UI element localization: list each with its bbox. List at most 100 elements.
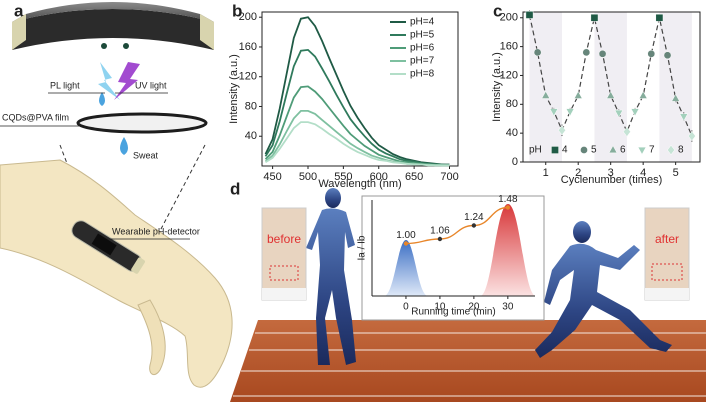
x-tick-label: 5 (673, 167, 679, 179)
data-point (505, 205, 511, 210)
x-tick-label: 30 (502, 302, 514, 313)
cycle-band (529, 12, 562, 162)
data-point (437, 236, 443, 242)
legend-label: 5 (591, 145, 597, 156)
marker (580, 146, 588, 154)
panel-label: a (14, 1, 24, 20)
marker (687, 130, 696, 142)
y-tick-label: 160 (239, 41, 257, 53)
x-tick-label: 550 (334, 171, 352, 183)
data-point (403, 241, 409, 246)
legend-title: pH (529, 145, 542, 156)
x-tick-label: 3 (608, 167, 614, 179)
x-axis-label: Wavelength (nm) (318, 178, 401, 190)
x-tick-label: 10 (434, 302, 446, 313)
value-label: 1.24 (464, 212, 484, 223)
marker (598, 49, 607, 58)
marker (637, 146, 647, 155)
marker (623, 126, 631, 137)
panel-label: c (493, 1, 502, 20)
photo-label: after (655, 232, 679, 246)
legend-label: pH=7 (410, 56, 435, 67)
marker (630, 108, 640, 117)
x-tick-label: 650 (405, 171, 423, 183)
marker (582, 48, 591, 57)
marker (549, 108, 559, 117)
x-tick-label: 600 (370, 171, 388, 183)
value-label: 1.00 (396, 230, 416, 241)
y-tick-label: 120 (239, 71, 257, 83)
x-tick-label: 450 (263, 171, 281, 183)
y-tick-label: 160 (500, 41, 518, 53)
x-tick-label: 4 (640, 167, 646, 179)
legend-label: pH=4 (410, 17, 435, 28)
marker (655, 13, 664, 22)
y-axis-label: Intensity (a.u.) (228, 54, 240, 124)
y-axis-label: Ia / Ib (357, 235, 368, 260)
y-axis-label: Intensity (a.u.) (491, 52, 503, 122)
x-axis-label: Cyclenumber (times) (561, 174, 662, 186)
trend-line (405, 206, 508, 245)
marker (671, 93, 681, 102)
spectrum-line (264, 85, 450, 167)
data-point (471, 223, 477, 228)
spectrum-line (265, 121, 450, 167)
panel-label: d (230, 179, 240, 198)
spectrum-line (264, 48, 450, 167)
legend-label: pH=8 (410, 69, 435, 80)
x-tick-label: 0 (403, 302, 409, 313)
cycle-band (594, 12, 627, 162)
plot-frame (522, 11, 701, 163)
x-axis-label: Running time (min) (411, 307, 495, 318)
y-tick-label: 80 (245, 100, 257, 112)
marker (647, 49, 656, 58)
marker (573, 90, 583, 99)
plot-frame (261, 11, 459, 167)
marker (565, 108, 575, 117)
marker (606, 90, 616, 99)
trend-line (528, 14, 693, 137)
marker (638, 90, 648, 99)
marker (525, 11, 534, 19)
panel-label: b (232, 1, 242, 20)
legend-label: 6 (620, 145, 626, 156)
marker (541, 90, 551, 99)
y-tick-label: 200 (500, 12, 518, 24)
marker (608, 145, 618, 154)
marker (663, 51, 672, 60)
marker (679, 113, 689, 122)
y-tick-label: 120 (500, 69, 518, 81)
x-tick-label: 700 (440, 171, 458, 183)
photo-label: before (267, 232, 301, 246)
legend-label: 8 (678, 145, 684, 156)
annotation: PL light (50, 80, 80, 90)
annotation: CQDs@PVA film (2, 112, 69, 122)
y-tick-label: 200 (239, 11, 257, 23)
value-label: 1.06 (430, 226, 450, 237)
y-tick-label: 80 (506, 98, 518, 110)
marker (590, 13, 599, 22)
marker (667, 144, 675, 156)
marker (558, 125, 566, 136)
value-label: 1.48 (498, 194, 518, 205)
x-tick-label: 2 (575, 167, 581, 179)
device-illustration (0, 2, 233, 388)
inset-hills (384, 204, 536, 296)
marker (614, 109, 624, 118)
legend-label: 7 (649, 145, 655, 156)
x-tick-label: 500 (299, 171, 317, 183)
x-tick-label: 1 (543, 167, 549, 179)
legend-label: 4 (562, 145, 568, 156)
x-tick-label: 20 (468, 302, 480, 313)
cycle-band (659, 12, 692, 162)
legend-label: pH=5 (410, 30, 435, 41)
y-tick-label: 40 (506, 127, 518, 139)
y-tick-label: 0 (512, 156, 518, 168)
annotation: Sweat (133, 150, 159, 160)
annotation: Wearable pH-detector (112, 226, 200, 236)
annotation: UV light (135, 80, 167, 90)
marker (533, 48, 542, 57)
y-tick-label: 40 (245, 130, 257, 142)
legend-label: pH=6 (410, 43, 435, 54)
